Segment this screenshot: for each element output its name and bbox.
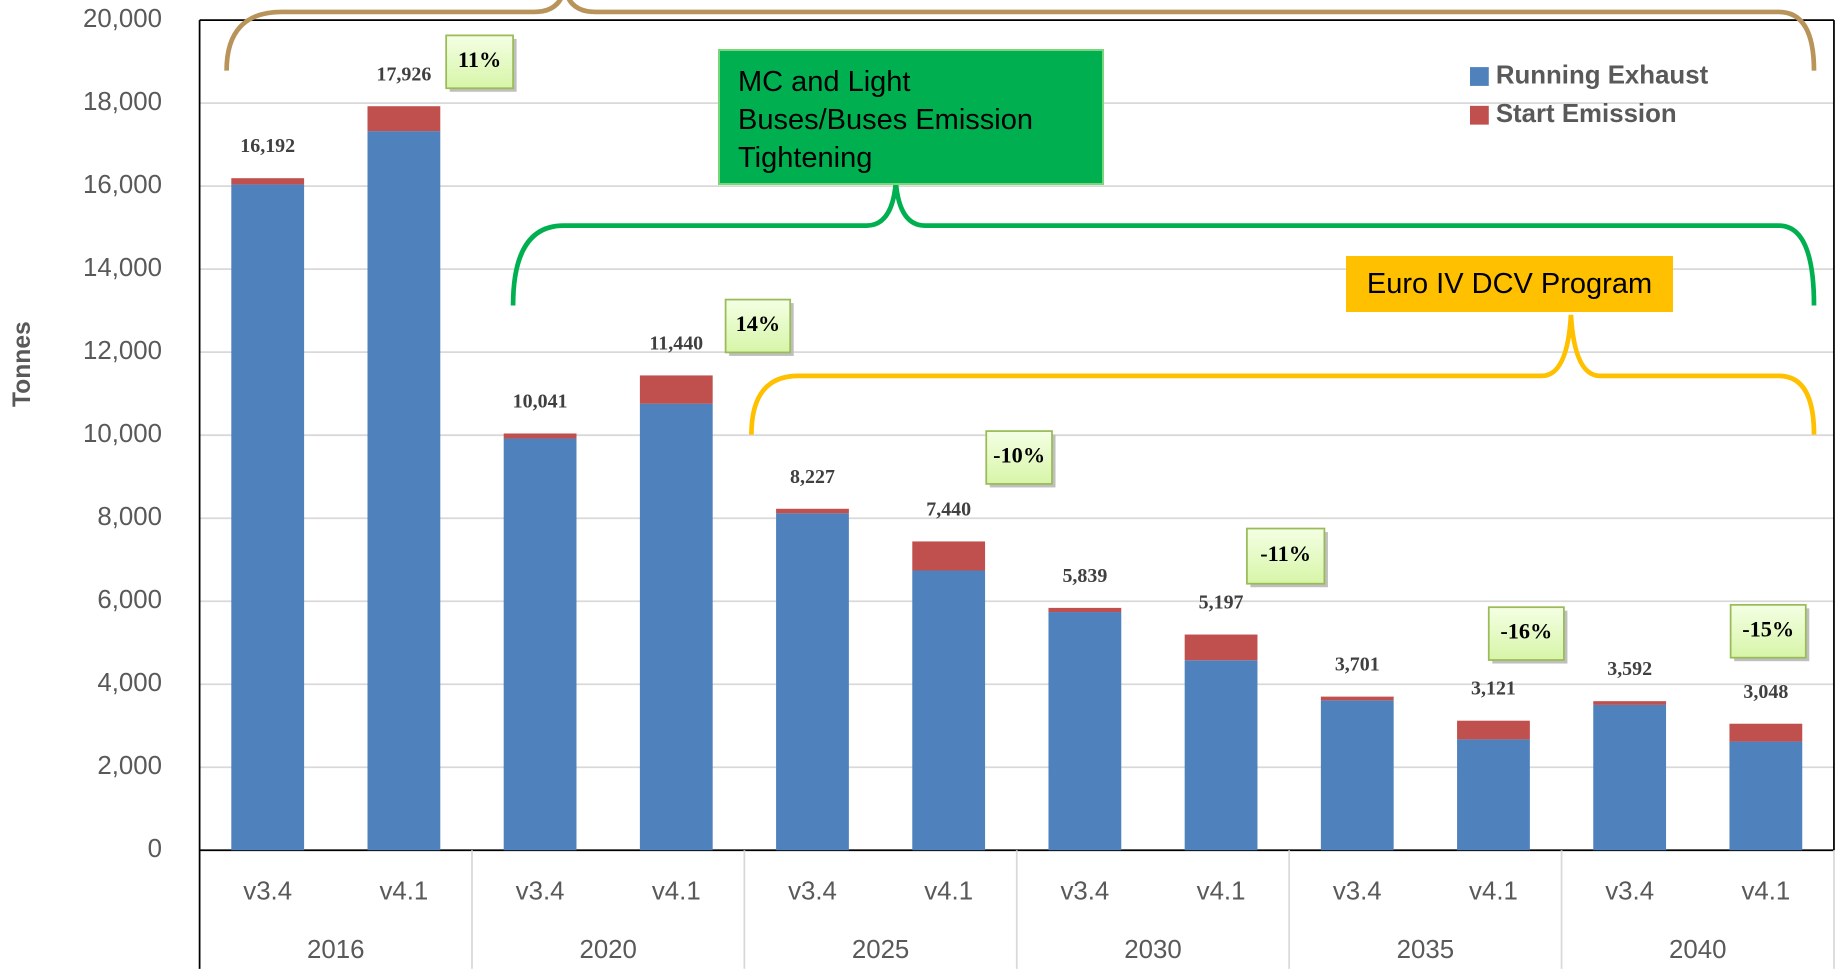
annotation-box: Euro IV DCV Program	[1346, 256, 1673, 312]
bar-segment	[1729, 723, 1803, 742]
legend-label: Start Emission	[1496, 100, 1677, 128]
data-label: 5,839	[1062, 565, 1107, 587]
data-label: 8,227	[790, 466, 835, 488]
x-tick-label: v4.1	[924, 877, 973, 905]
bar-segment	[639, 403, 713, 851]
data-label: 11,440	[649, 332, 703, 354]
bar-segment	[231, 178, 305, 185]
bar-segment	[912, 570, 986, 851]
legend-swatch	[1469, 105, 1489, 125]
bar-segment	[1048, 612, 1122, 851]
change-label: -10%	[993, 443, 1045, 468]
bar-segment	[1184, 634, 1258, 661]
y-axis-label: Tonnes	[9, 321, 36, 407]
bar-segment	[1593, 701, 1667, 705]
x-group-label: 2035	[1397, 936, 1454, 964]
y-tick-label: 16,000	[83, 171, 162, 199]
bar-segment	[1457, 739, 1530, 851]
bar-segment	[639, 375, 713, 404]
data-label: 16,192	[240, 135, 295, 157]
data-label: 17,926	[376, 63, 431, 85]
legend-label: Running Exhaust	[1496, 61, 1709, 89]
x-tick-label: v3.4	[243, 877, 292, 905]
x-tick-label: v3.4	[1333, 877, 1382, 905]
data-label: 10,041	[513, 391, 568, 413]
y-tick-label: 2,000	[97, 752, 162, 780]
change-box	[724, 298, 792, 354]
change-box	[985, 430, 1053, 485]
x-group-label: 2020	[579, 936, 636, 964]
x-tick-label: v3.4	[1605, 877, 1654, 905]
change-box	[1487, 606, 1565, 661]
x-group-label: 2030	[1124, 936, 1181, 964]
bar-segment	[912, 541, 986, 571]
x-group-label: 2025	[852, 936, 909, 964]
y-tick-label: 0	[148, 835, 162, 863]
bar-segment	[503, 438, 577, 851]
x-tick-label: v3.4	[516, 877, 565, 905]
y-tick-label: 4,000	[97, 669, 162, 697]
annotation-box: MC and Light Buses/Buses Emission Tighte…	[718, 49, 1104, 185]
bar-segment	[503, 433, 577, 439]
bar-segment	[367, 131, 441, 851]
y-tick-label: 8,000	[97, 503, 162, 531]
change-box	[1246, 527, 1326, 585]
y-tick-label: 12,000	[83, 337, 162, 365]
data-label: 5,197	[1199, 592, 1244, 614]
x-tick-label: v4.1	[652, 877, 701, 905]
bar-segment	[776, 513, 849, 851]
bar-segment	[1048, 607, 1122, 613]
bar-segment	[776, 508, 849, 514]
bar-segment	[1184, 660, 1258, 851]
legend-swatch	[1469, 67, 1489, 86]
bar-segment	[1729, 741, 1803, 851]
bar-segment	[1593, 704, 1667, 851]
x-tick-label: v4.1	[379, 877, 428, 905]
bar-segment	[1320, 700, 1394, 851]
y-tick-label: 20,000	[83, 5, 162, 33]
bar-segment	[367, 106, 441, 132]
bar-segment	[231, 184, 305, 851]
x-tick-label: v4.1	[1197, 877, 1246, 905]
change-label: -15%	[1742, 616, 1794, 641]
change-label: -11%	[1260, 541, 1311, 566]
brace	[749, 314, 1817, 435]
data-label: 7,440	[926, 498, 971, 520]
y-tick-label: 14,000	[83, 254, 162, 282]
x-group-label: 2016	[307, 936, 364, 964]
change-box	[1729, 603, 1807, 659]
x-tick-label: v3.4	[1060, 877, 1109, 905]
y-tick-label: 6,000	[97, 586, 162, 614]
data-label: 3,701	[1335, 654, 1380, 676]
data-label: 3,048	[1743, 681, 1788, 703]
data-label: 3,592	[1607, 658, 1652, 680]
bar-segment	[1457, 720, 1530, 740]
y-tick-label: 10,000	[83, 420, 162, 448]
change-label: -16%	[1500, 619, 1552, 644]
x-tick-label: v3.4	[788, 877, 837, 905]
change-label: 11%	[458, 47, 501, 72]
change-label: 14%	[736, 311, 781, 336]
y-tick-label: 18,000	[83, 88, 162, 116]
data-label: 3,121	[1471, 678, 1516, 700]
bar-segment	[1320, 696, 1394, 701]
x-group-label: 2040	[1669, 936, 1726, 964]
x-tick-label: v4.1	[1469, 877, 1518, 905]
brace	[224, 0, 1817, 71]
change-box	[445, 34, 514, 90]
x-tick-label: v4.1	[1741, 877, 1790, 905]
